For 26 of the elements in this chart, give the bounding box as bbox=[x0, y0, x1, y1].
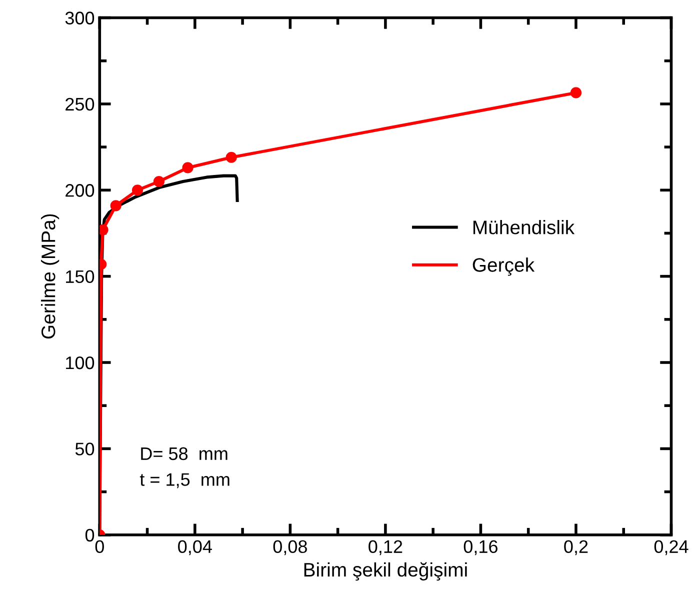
point bbox=[132, 184, 144, 196]
y-tick-label: 300 bbox=[65, 12, 94, 24]
x-tick-label: 0,04 bbox=[178, 540, 212, 556]
x-tick-label: 0,24 bbox=[654, 540, 688, 556]
x-tick-label: 0,12 bbox=[368, 540, 402, 556]
annotation: D= 58 mm bbox=[141, 447, 228, 460]
x-axis-title: Birim şekil değişimi bbox=[304, 562, 467, 581]
point bbox=[153, 176, 165, 188]
point bbox=[182, 162, 194, 174]
y-tick-label: 0 bbox=[85, 528, 94, 542]
point bbox=[110, 200, 122, 212]
point bbox=[570, 87, 582, 98]
y-tick-label: 200 bbox=[66, 184, 94, 197]
legend-label: Mühendislik bbox=[473, 220, 575, 234]
x-tick-label: 0,2 bbox=[564, 540, 588, 556]
y-tick-label: 250 bbox=[66, 98, 94, 111]
y-axis-title: Gerilme (MPa) bbox=[40, 214, 60, 339]
point bbox=[226, 152, 237, 163]
annotation: t = 1,5 mm bbox=[140, 473, 230, 488]
x-tick-label: 0,16 bbox=[464, 540, 498, 556]
x-tick-label: 0 bbox=[95, 540, 104, 554]
y-tick-label: 100 bbox=[66, 356, 94, 370]
y-tick-label: 150 bbox=[66, 270, 94, 284]
x-tick-label: 0,08 bbox=[273, 540, 307, 556]
y-tick-label: 50 bbox=[75, 442, 94, 456]
legend-label: Gerçek bbox=[472, 258, 535, 276]
